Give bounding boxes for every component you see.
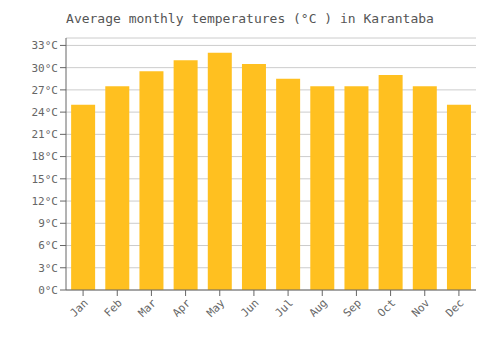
svg-text:12°C: 12°C <box>32 195 59 208</box>
svg-text:27°C: 27°C <box>32 84 59 97</box>
svg-text:24°C: 24°C <box>32 106 59 119</box>
svg-text:Sep: Sep <box>341 296 364 319</box>
svg-text:Mar: Mar <box>136 296 160 320</box>
svg-text:3°C: 3°C <box>38 262 58 275</box>
svg-text:15°C: 15°C <box>32 173 59 186</box>
svg-text:Feb: Feb <box>102 296 125 319</box>
html-text:Average monthly temperatures (: Average monthly temperatures (°C ) in Ka… <box>66 11 434 26</box>
svg-text:21°C: 21°C <box>32 128 59 141</box>
svg-text:Jul: Jul <box>272 296 295 319</box>
svg-text:Aug: Aug <box>307 296 330 319</box>
svg-text:9°C: 9°C <box>38 217 58 230</box>
svg-text:6°C: 6°C <box>38 239 58 252</box>
svg-text:Oct: Oct <box>375 296 398 319</box>
svg-text:Dec: Dec <box>443 296 466 319</box>
svg-text:30°C: 30°C <box>32 62 59 75</box>
svg-text:Jan: Jan <box>67 296 90 319</box>
svg-text:Jun: Jun <box>238 296 261 319</box>
svg-text:33°C: 33°C <box>32 39 59 52</box>
svg-text:Apr: Apr <box>170 296 194 320</box>
svg-text:May: May <box>204 296 228 320</box>
svg-text:Nov: Nov <box>409 296 433 320</box>
svg-text:18°C: 18°C <box>32 150 59 163</box>
svg-text:0°C: 0°C <box>38 284 58 297</box>
